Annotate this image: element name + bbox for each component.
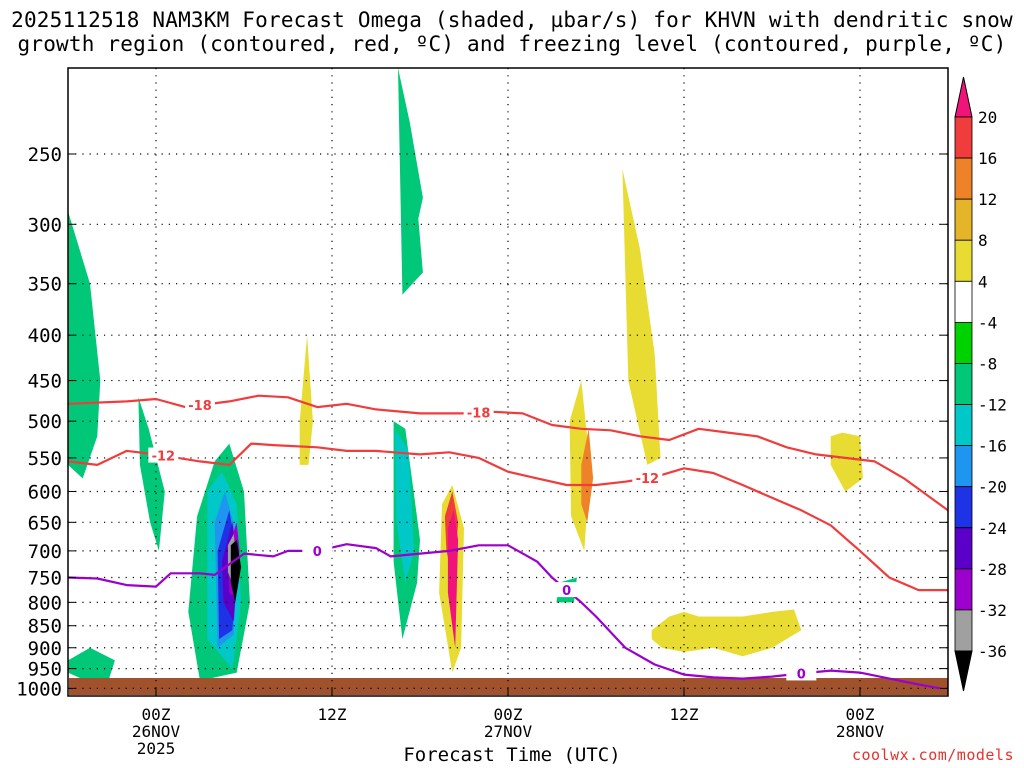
omega-region-23 — [447, 510, 459, 648]
y-axis: 2503003504004505005506006507007508008509… — [16, 144, 948, 700]
colorbar-label-9: -20 — [978, 478, 1007, 497]
freezing-level-label-bg-0 — [302, 542, 333, 558]
x-tick-year-0: 2025 — [137, 739, 176, 758]
x-tick-date-2: 27NOV — [484, 722, 533, 741]
y-tick-label-950: 950 — [28, 659, 62, 681]
colorbar-segment-8 — [954, 445, 973, 488]
colorbar-bottom-arrow — [954, 650, 973, 692]
y-tick-label-1000: 1000 — [16, 678, 62, 700]
colorbar: 20 16 12 8 4 -4 -8 -12 -16 -20 -24 -28 -32 -36 — [954, 76, 1007, 692]
colorbar-label-13: -36 — [978, 642, 1007, 661]
y-tick-label-750: 750 — [28, 567, 62, 589]
x-tick-date-4: 28NOV — [836, 722, 885, 741]
omega-shading-layer — [68, 68, 863, 683]
colorbar-label-12: -32 — [978, 601, 1007, 620]
colorbar-top-arrow — [954, 76, 973, 118]
dgz-18-label-bg-0 — [185, 397, 215, 413]
x-tick-label-0: 00Z — [142, 705, 171, 724]
omega-region-3 — [68, 647, 115, 683]
colorbar-segment-11 — [954, 568, 973, 611]
terrain-ground-bar — [69, 678, 948, 695]
colorbar-segment-1 — [954, 157, 973, 200]
colorbar-label-8: -16 — [978, 437, 1007, 456]
colorbar-segment-6 — [954, 363, 973, 405]
y-tick-label-900: 900 — [28, 638, 62, 660]
dgz-18-label-bg-1 — [463, 404, 494, 420]
omega-region-16 — [299, 335, 313, 465]
colorbar-segment-9 — [954, 486, 973, 529]
x-axis-title: Forecast Time (UTC) — [403, 744, 621, 766]
x-tick-label-2: 00Z — [494, 705, 523, 724]
colorbar-label-2: 12 — [978, 190, 997, 209]
x-tick-label-1: 12Z — [318, 705, 347, 724]
colorbar-label-6: -8 — [978, 354, 997, 373]
freezing-level-label-bg-2 — [786, 665, 817, 681]
y-tick-label-300: 300 — [28, 214, 62, 236]
freezing-level-label-0: 0 — [313, 545, 322, 560]
colorbar-segment-10 — [954, 527, 973, 570]
contour-layer: -18 -18 -12 -12 0 0 0 — [68, 394, 948, 690]
freezing-level-label-1: 0 — [562, 584, 571, 599]
colorbar-segment-7 — [954, 404, 973, 447]
y-tick-label-250: 250 — [28, 144, 62, 166]
dgz-12-label-0: -12 — [152, 450, 176, 465]
colorbar-segment-4 — [954, 280, 973, 323]
colorbar-label-0: 20 — [978, 108, 997, 127]
colorbar-segment-12 — [954, 609, 973, 652]
colorbar-label-5: -4 — [978, 313, 997, 332]
y-tick-label-800: 800 — [28, 592, 62, 614]
colorbar-label-1: 16 — [978, 149, 997, 168]
omega-region-8 — [395, 428, 415, 583]
omega-region-18 — [622, 169, 661, 465]
credit-link[interactable]: coolwx.com/models — [851, 746, 1014, 764]
freezing-level-label-2: 0 — [797, 667, 806, 682]
dgz-18-label-1: -18 — [467, 407, 491, 422]
x-tick-label-3: 12Z — [670, 705, 699, 724]
x-tick-label-4: 00Z — [846, 705, 875, 724]
omega-region-4 — [398, 68, 423, 295]
freezing-level-label-bg-1 — [551, 582, 582, 598]
dgz-18-label-0: -18 — [188, 399, 212, 414]
omega-region-20 — [830, 432, 863, 492]
gridlines-layer — [68, 68, 948, 696]
omega-region-19 — [651, 609, 802, 657]
y-tick-label-550: 550 — [28, 448, 62, 470]
chart-title-line-1: 2025112518 NAM3KM Forecast Omega (shaded… — [11, 8, 1013, 32]
dgz-12-label-bg-0 — [148, 447, 179, 463]
y-tick-label-400: 400 — [28, 325, 62, 347]
omega-region-1 — [138, 397, 165, 551]
y-tick-label-600: 600 — [28, 481, 62, 503]
colorbar-segment-3 — [954, 239, 973, 282]
y-tick-label-700: 700 — [28, 541, 62, 563]
y-tick-label-350: 350 — [28, 274, 62, 296]
colorbar-segment-0 — [954, 116, 973, 159]
colorbar-label-10: -24 — [978, 519, 1007, 538]
colorbar-label-3: 8 — [978, 231, 988, 250]
y-tick-label-450: 450 — [28, 371, 62, 393]
freezing-level-line — [68, 543, 941, 690]
omega-region-21 — [581, 428, 594, 523]
dgz-12-line — [68, 442, 948, 592]
colorbar-label-7: -12 — [978, 396, 1007, 415]
colorbar-label-11: -28 — [978, 560, 1007, 579]
omega-region-0 — [68, 211, 101, 479]
y-tick-label-850: 850 — [28, 616, 62, 638]
dgz-12-label-bg-1 — [632, 470, 663, 486]
dgz-18-line — [68, 394, 948, 512]
dgz-12-label-1: -12 — [636, 472, 660, 487]
y-tick-label-500: 500 — [28, 411, 62, 433]
x-tick-date-0: 26NOV — [132, 722, 181, 741]
omega-region-14 — [230, 539, 242, 603]
y-tick-label-650: 650 — [28, 512, 62, 534]
chart-title-line-2: growth region (contoured, red, ºC) and f… — [17, 32, 1007, 56]
colorbar-segment-2 — [954, 198, 973, 241]
colorbar-segment-5 — [954, 321, 973, 364]
colorbar-label-4: 4 — [978, 272, 988, 291]
